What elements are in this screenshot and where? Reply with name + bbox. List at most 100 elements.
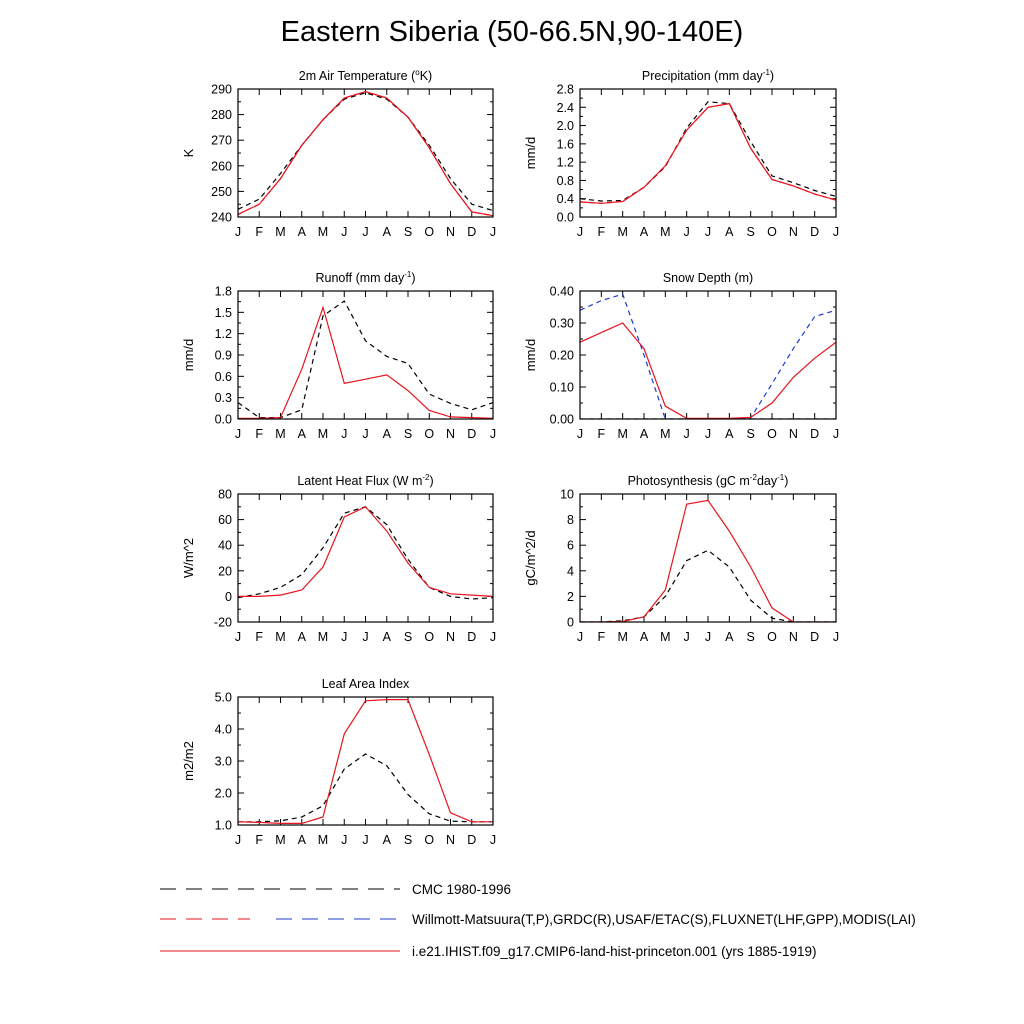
x-tick-label: A <box>383 427 392 441</box>
x-tick-label: J <box>577 630 583 644</box>
x-tick-label: N <box>789 630 798 644</box>
x-tick-label: J <box>362 833 368 847</box>
series-line-0 <box>580 549 836 622</box>
panel-title-superscript: o <box>415 68 420 77</box>
x-tick-label: N <box>789 427 798 441</box>
x-tick-label: J <box>235 225 241 239</box>
x-tick-label: A <box>725 630 734 644</box>
series-line-1 <box>238 698 493 825</box>
y-tick-label: -20 <box>214 616 232 630</box>
x-tick-label: O <box>767 630 777 644</box>
panel-title: 2m Air Temperature (oK) <box>299 68 432 83</box>
panel-snow_depth: Snow Depth (m)mm/dJ F M A M J J A S O N D J0.000.100… <box>523 271 839 441</box>
panel-title-superscript: -2 <box>750 473 758 482</box>
x-tick-label: D <box>810 225 819 239</box>
x-tick-label: J <box>705 427 711 441</box>
y-tick-label: 0 <box>567 616 574 630</box>
x-tick-label: F <box>255 630 263 644</box>
y-tick-label: 1.0 <box>215 819 232 833</box>
x-tick-label: O <box>424 833 434 847</box>
x-tick-label: M <box>660 225 670 239</box>
panel-title-text: Photosynthesis (gC m <box>628 474 750 488</box>
x-tick-label: O <box>767 427 777 441</box>
y-tick-label: 2.4 <box>557 101 574 115</box>
plot-frame <box>579 88 837 218</box>
y-tick-label: 1.8 <box>215 285 232 299</box>
x-tick-label: S <box>404 630 412 644</box>
x-tick-label: M <box>318 833 328 847</box>
x-tick-label: A <box>298 833 307 847</box>
x-tick-label: J <box>833 630 839 644</box>
y-axis-label: W/m^2 <box>181 538 196 578</box>
x-tick-label: M <box>660 630 670 644</box>
y-tick-label: 60 <box>218 513 232 527</box>
y-tick-label: 6 <box>567 539 574 553</box>
x-tick-label: N <box>446 833 455 847</box>
x-tick-label: D <box>810 427 819 441</box>
x-tick-label: J <box>833 225 839 239</box>
y-tick-label: 0.3 <box>215 391 232 405</box>
panel-title-superscript: -1 <box>777 473 785 482</box>
series-line-2 <box>580 102 836 204</box>
x-tick-label: F <box>598 427 606 441</box>
panel-title-text: Leaf Area Index <box>322 677 410 691</box>
x-tick-label: J <box>833 427 839 441</box>
panel-title-tail: ) <box>411 271 415 285</box>
y-axis-label: m2/m2 <box>181 741 196 781</box>
x-tick-label: J <box>341 630 347 644</box>
x-tick-label: S <box>746 427 754 441</box>
y-tick-label: 5.0 <box>215 691 232 705</box>
x-tick-label: M <box>275 630 285 644</box>
x-tick-label: J <box>705 225 711 239</box>
x-tick-label: J <box>684 225 690 239</box>
y-tick-label: 270 <box>211 134 232 148</box>
plot-frame <box>237 290 494 420</box>
x-tick-label: D <box>467 833 476 847</box>
x-tick-label: A <box>298 427 307 441</box>
x-tick-label: J <box>490 630 496 644</box>
x-tick-label: N <box>446 427 455 441</box>
x-tick-label: A <box>298 630 307 644</box>
x-tick-label: J <box>684 427 690 441</box>
x-tick-label: M <box>275 833 285 847</box>
panel-title-superscript: -1 <box>404 270 412 279</box>
x-tick-label: J <box>362 427 368 441</box>
x-tick-label: S <box>404 427 412 441</box>
y-tick-label: 0.0 <box>215 413 232 427</box>
y-tick-label: 4.0 <box>215 723 232 737</box>
legend-item: Willmott-Matsuura(T,P),GRDC(R),USAF/ETAC… <box>160 912 916 927</box>
series-line-0 <box>238 300 493 419</box>
panel-title-tail: ) <box>770 69 774 83</box>
legend-label: i.e21.IHIST.f09_g17.CMIP6-land-hist-prin… <box>412 944 816 959</box>
panel-title-tail: ) <box>784 474 788 488</box>
x-tick-label: J <box>341 427 347 441</box>
y-tick-label: 0 <box>225 590 232 604</box>
x-tick-label: O <box>424 427 434 441</box>
panel-title-text: Latent Heat Flux (W m <box>297 474 422 488</box>
x-tick-label: N <box>446 630 455 644</box>
x-tick-label: M <box>318 630 328 644</box>
y-tick-label: 1.2 <box>215 327 232 341</box>
x-tick-label: A <box>383 225 392 239</box>
x-tick-label: M <box>318 427 328 441</box>
x-tick-label: A <box>725 427 734 441</box>
y-axis-label: mm/d <box>523 339 538 372</box>
series-line-1 <box>238 305 493 419</box>
plot-frame <box>237 493 494 623</box>
panel-title-text: 2m Air Temperature ( <box>299 69 416 83</box>
x-tick-label: J <box>705 630 711 644</box>
panel-title: Latent Heat Flux (W m-2) <box>297 473 433 488</box>
panel-title-superscript: -1 <box>763 68 771 77</box>
x-tick-label: M <box>318 225 328 239</box>
y-axis-label: mm/d <box>181 339 196 372</box>
x-tick-label: J <box>341 225 347 239</box>
x-tick-label: J <box>341 833 347 847</box>
x-tick-label: F <box>598 630 606 644</box>
panel-title-superscript: -2 <box>422 473 430 482</box>
series-line-0 <box>238 506 493 600</box>
y-tick-label: 2 <box>567 590 574 604</box>
y-axis-label: gC/m^2/d <box>523 530 538 585</box>
x-tick-label: A <box>725 225 734 239</box>
